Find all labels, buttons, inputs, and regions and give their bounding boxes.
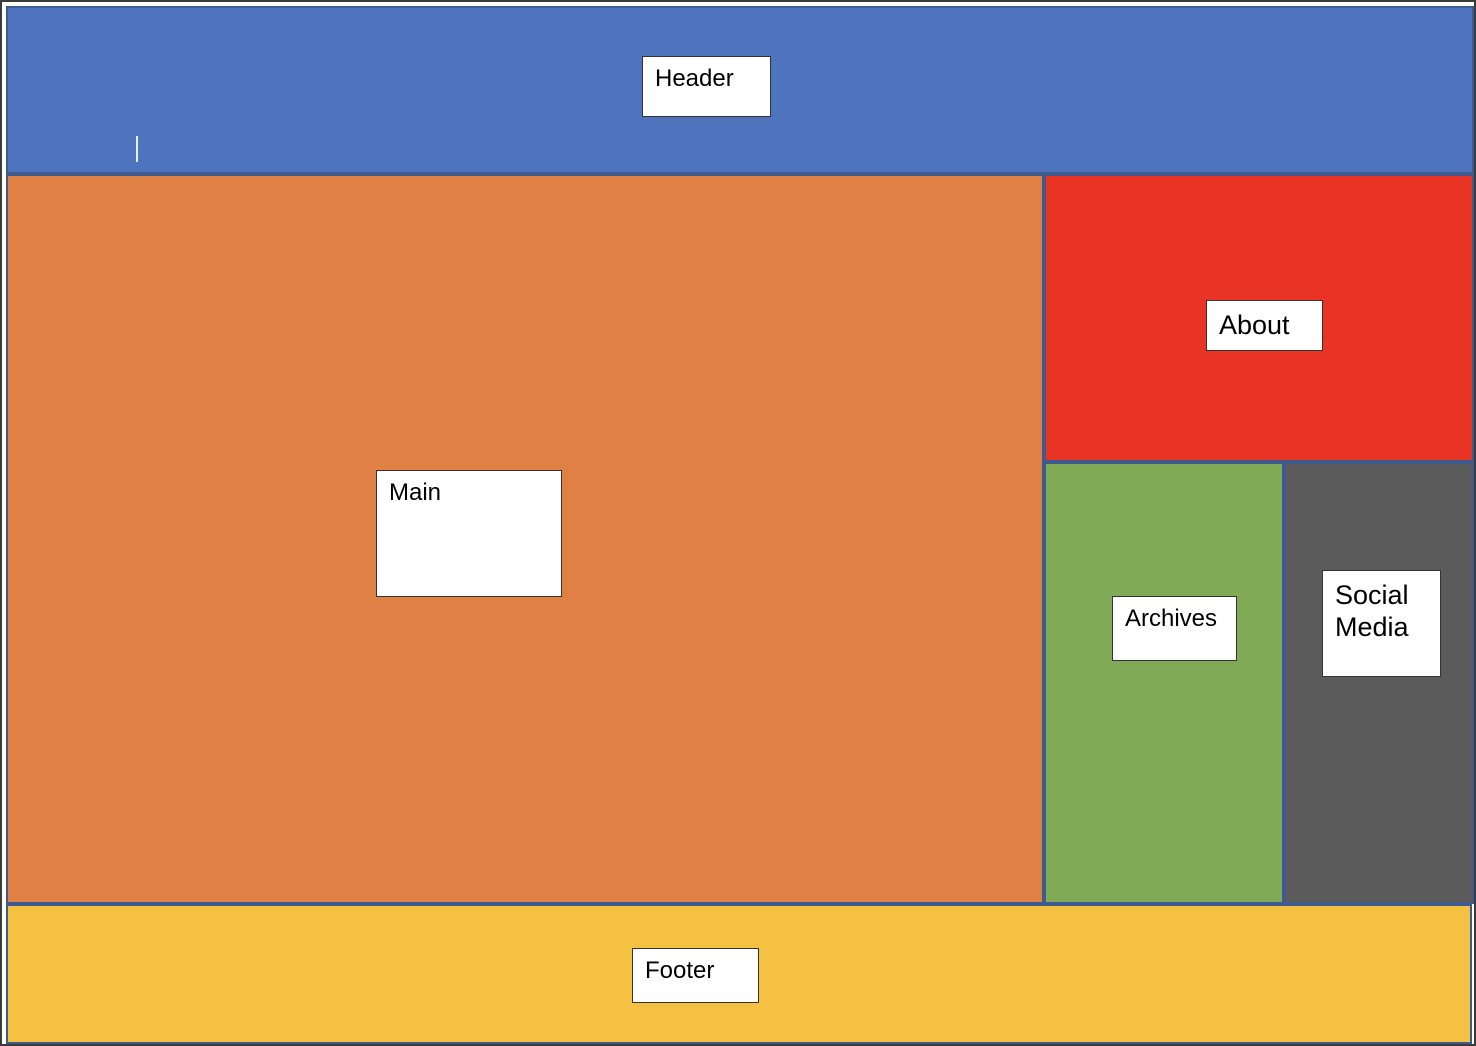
text-cursor	[136, 136, 138, 162]
social-media-label: Social Media	[1322, 570, 1441, 677]
archives-label: Archives	[1112, 596, 1237, 661]
about-label: About	[1206, 300, 1323, 351]
footer-label: Footer	[632, 948, 759, 1003]
social-media-region	[1284, 462, 1474, 904]
main-label: Main	[376, 470, 562, 597]
archives-region	[1044, 462, 1284, 904]
about-region	[1044, 174, 1474, 462]
header-label: Header	[642, 56, 771, 117]
